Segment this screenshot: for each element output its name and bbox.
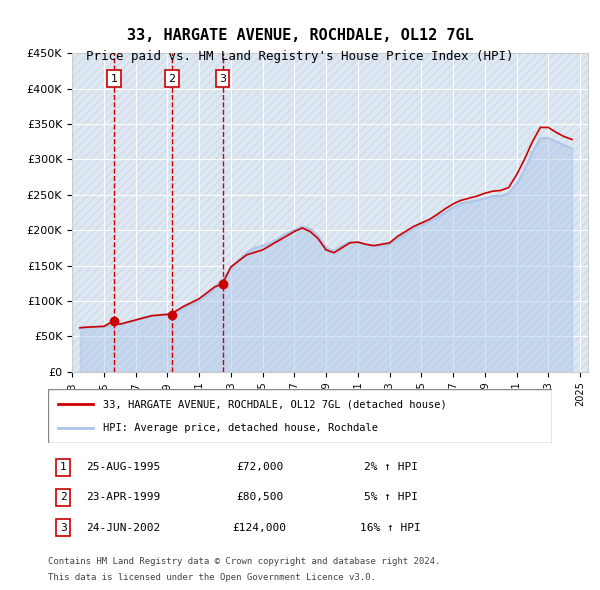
FancyBboxPatch shape — [72, 53, 588, 372]
Text: £80,500: £80,500 — [236, 493, 283, 503]
Text: 2: 2 — [169, 74, 176, 84]
Text: 1: 1 — [60, 463, 67, 472]
Text: 3: 3 — [219, 74, 226, 84]
Text: Contains HM Land Registry data © Crown copyright and database right 2024.: Contains HM Land Registry data © Crown c… — [48, 557, 440, 566]
Text: £124,000: £124,000 — [233, 523, 287, 533]
Text: 25-AUG-1995: 25-AUG-1995 — [86, 463, 161, 472]
Text: 3: 3 — [60, 523, 67, 533]
Text: 2: 2 — [60, 493, 67, 503]
FancyBboxPatch shape — [48, 389, 552, 442]
Text: 2% ↑ HPI: 2% ↑ HPI — [364, 463, 418, 472]
Text: 1: 1 — [110, 74, 118, 84]
Text: 16% ↑ HPI: 16% ↑ HPI — [361, 523, 421, 533]
Text: This data is licensed under the Open Government Licence v3.0.: This data is licensed under the Open Gov… — [48, 572, 376, 582]
Text: 33, HARGATE AVENUE, ROCHDALE, OL12 7GL (detached house): 33, HARGATE AVENUE, ROCHDALE, OL12 7GL (… — [103, 399, 447, 409]
Text: HPI: Average price, detached house, Rochdale: HPI: Average price, detached house, Roch… — [103, 422, 379, 432]
Text: £72,000: £72,000 — [236, 463, 283, 472]
Text: 24-JUN-2002: 24-JUN-2002 — [86, 523, 161, 533]
Text: Price paid vs. HM Land Registry's House Price Index (HPI): Price paid vs. HM Land Registry's House … — [86, 50, 514, 63]
Text: 5% ↑ HPI: 5% ↑ HPI — [364, 493, 418, 503]
Text: 23-APR-1999: 23-APR-1999 — [86, 493, 161, 503]
Text: 33, HARGATE AVENUE, ROCHDALE, OL12 7GL: 33, HARGATE AVENUE, ROCHDALE, OL12 7GL — [127, 28, 473, 43]
